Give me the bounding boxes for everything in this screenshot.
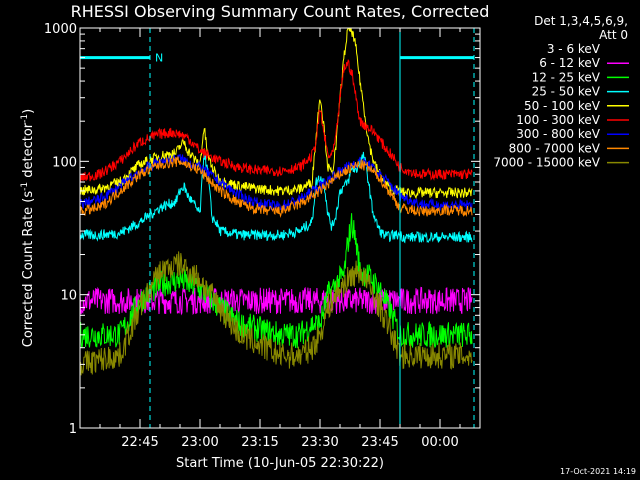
- series-line: [79, 286, 473, 316]
- series-line: [79, 58, 473, 182]
- detector-header-line1: Det 1,3,4,5,6,9,: [534, 14, 628, 28]
- series-line: [79, 156, 473, 218]
- y-axis-label-sup2: -1: [20, 114, 30, 123]
- legend-label: 50 - 100 keV: [524, 99, 601, 113]
- legend-label: 7000 - 15000 keV: [493, 156, 600, 170]
- night-flag-label: N: [155, 52, 163, 65]
- legend-label: 3 - 6 keV: [547, 42, 601, 56]
- y-tick-label: 1000: [44, 22, 77, 37]
- y-tick-label: 1: [69, 422, 77, 437]
- legend-label: 100 - 300 keV: [516, 113, 600, 127]
- x-tick-label: 23:15: [241, 435, 278, 450]
- series-line: [79, 251, 473, 376]
- x-tick-label: 23:00: [181, 435, 218, 450]
- legend-label: 6 - 12 keV: [539, 56, 601, 70]
- y-axis-label-mid: detector: [21, 122, 36, 182]
- legend-label: 25 - 50 keV: [532, 85, 601, 99]
- footer-date: 17-Oct-2021 14:19: [560, 467, 636, 476]
- y-axis-label-end: ): [21, 109, 36, 114]
- series-line: [79, 213, 473, 350]
- legend-label: 12 - 25 keV: [532, 70, 601, 84]
- series-line: [79, 240, 473, 431]
- chart-title: RHESSI Observing Summary Count Rates, Co…: [71, 2, 490, 21]
- x-tick-label: 22:45: [121, 435, 158, 450]
- y-axis-label-main: Corrected Count Rate (s: [21, 191, 36, 348]
- flag-layer: N: [80, 28, 475, 428]
- y-axis-label-sup1: -1: [20, 182, 30, 191]
- detector-header-line2: Att 0: [599, 28, 628, 42]
- x-tick-label: 00:00: [421, 435, 458, 450]
- plot-panel: N 1 10 100 1000 22:45 23:00 23:15 23:30 23:45 00:…: [44, 22, 481, 450]
- y-tick-label: 100: [52, 155, 77, 170]
- series-line: [79, 151, 473, 244]
- y-tick-label: 10: [60, 289, 77, 304]
- legend-label: 800 - 7000 keV: [509, 141, 601, 155]
- x-tick-label: 23:30: [301, 435, 338, 450]
- axis-layer: 1 10 100 1000 22:45 23:00 23:15 23:30 23:45 00:00: [44, 22, 481, 450]
- series-line: [79, 153, 473, 211]
- x-axis-label: Start Time (10-Jun-05 22:30:22): [176, 456, 384, 471]
- legend-label: 300 - 800 keV: [516, 127, 600, 141]
- series-layer: [79, 27, 473, 431]
- x-tick-label: 23:45: [361, 435, 398, 450]
- y-axis-label: Corrected Count Rate (s-1 detector-1): [20, 109, 36, 347]
